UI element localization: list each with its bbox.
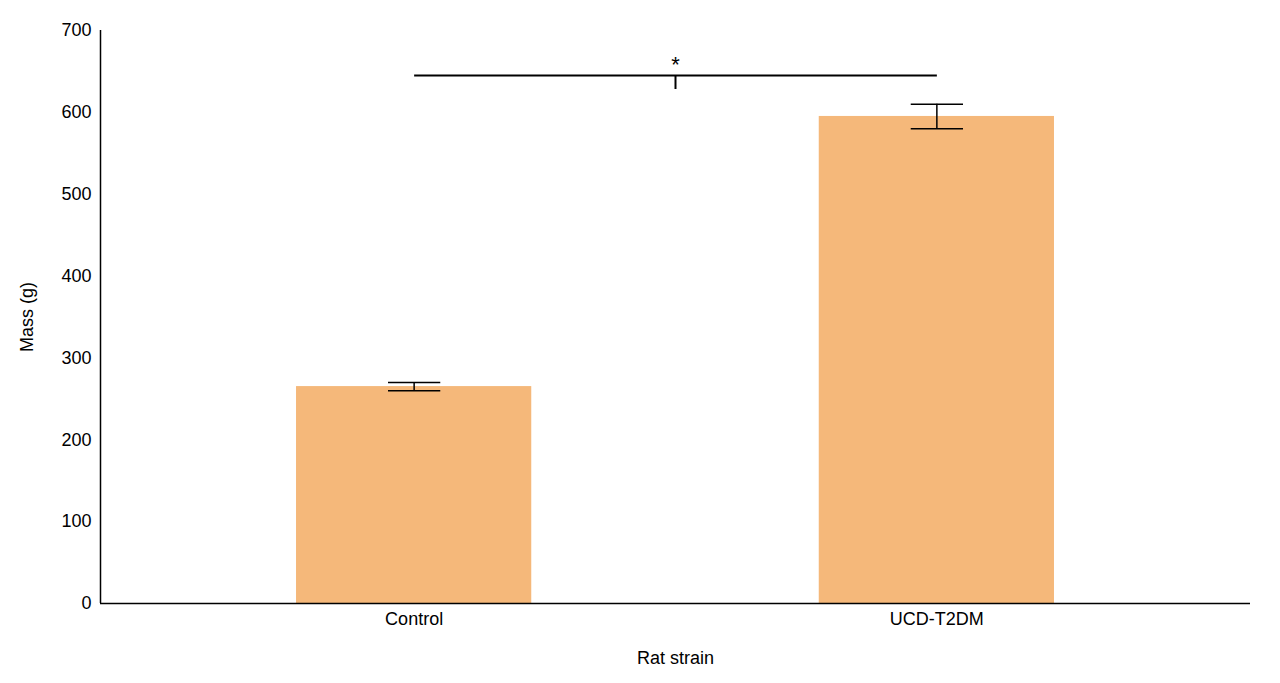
svg-text:100: 100 <box>61 511 91 531</box>
svg-text:Rat strain: Rat strain <box>637 648 714 668</box>
svg-text:600: 600 <box>61 102 91 122</box>
svg-text:400: 400 <box>61 266 91 286</box>
svg-text:0: 0 <box>81 593 91 613</box>
svg-text:Mass (g): Mass (g) <box>17 282 37 352</box>
svg-text:500: 500 <box>61 184 91 204</box>
svg-text:*: * <box>671 52 680 77</box>
svg-text:700: 700 <box>61 20 91 40</box>
svg-text:200: 200 <box>61 430 91 450</box>
svg-text:Control: Control <box>385 609 443 629</box>
svg-text:300: 300 <box>61 348 91 368</box>
svg-text:UCD-T2DM: UCD-T2DM <box>890 609 984 629</box>
